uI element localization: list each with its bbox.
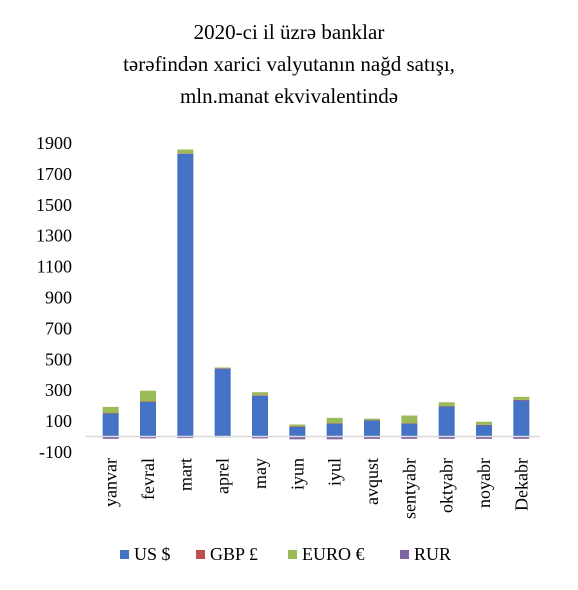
bar-segment	[252, 436, 268, 439]
y-tick-label: 900	[45, 288, 72, 308]
legend-label: EURO €	[302, 544, 365, 564]
x-tick-label: yanvar	[101, 458, 121, 507]
bar-segment	[476, 424, 492, 437]
bar-segment	[289, 426, 306, 437]
bar-segment	[401, 436, 418, 439]
bar-segment	[252, 392, 268, 396]
bar-segment	[326, 423, 343, 424]
chart-title: 2020-ci il üzrə banklar tərəfindən xaric…	[0, 16, 578, 112]
legend-label: GBP £	[210, 544, 258, 564]
bar-segment	[140, 436, 156, 439]
bar-segment	[513, 400, 530, 437]
x-tick-label: avqust	[362, 458, 382, 505]
bar-segment	[326, 423, 343, 437]
bar-segment	[364, 436, 380, 439]
bar-segment	[513, 399, 530, 401]
bar-segment	[177, 149, 194, 154]
chart-title-line-2: tərəfindən xarici valyutanın nağd satışı…	[123, 52, 455, 76]
bar-segment	[476, 436, 492, 439]
y-tick-label: 1700	[36, 164, 72, 184]
bar-segment	[289, 426, 306, 427]
bar-segment	[177, 436, 194, 439]
x-tick-label: iyul	[325, 458, 345, 486]
bar-segment	[364, 420, 380, 437]
bar-segment	[364, 420, 380, 421]
bar-segment	[140, 401, 156, 402]
bar-segment	[438, 406, 455, 407]
y-tick-label: 1500	[36, 195, 72, 215]
y-tick-label: -100	[39, 442, 72, 462]
legend-swatch	[288, 550, 297, 559]
bar-segment	[140, 401, 156, 437]
x-tick-label: sentyabr	[399, 458, 419, 519]
x-tick-label: Dekabr	[511, 458, 531, 511]
bar-segment	[102, 436, 119, 439]
bar-segment	[289, 436, 306, 440]
bar-segment	[140, 390, 156, 402]
bar-segment	[326, 436, 343, 440]
y-tick-label: 700	[45, 318, 72, 338]
y-tick-label: 100	[45, 411, 72, 431]
bar-segment	[438, 402, 455, 407]
chart-title-line-3: mln.manat ekvivalentində	[179, 84, 399, 108]
x-tick-label: oktyabr	[437, 458, 457, 513]
legend-label: RUR	[414, 544, 451, 564]
bar-segment	[252, 395, 268, 437]
bar-segment	[476, 424, 492, 426]
legend-swatch	[196, 550, 205, 559]
bar-segment	[364, 418, 380, 421]
y-tick-label: 1100	[37, 257, 72, 277]
bar-segment	[102, 406, 119, 414]
y-tick-label: 1300	[36, 226, 72, 246]
bar-segment	[214, 368, 231, 437]
bar-segment	[252, 395, 268, 396]
bar-segment	[177, 153, 194, 154]
legend-swatch	[400, 550, 409, 559]
chart-title-line-1: 2020-ci il üzrə banklar	[193, 20, 385, 44]
y-tick-label: 300	[45, 380, 72, 400]
legend-swatch	[120, 550, 129, 559]
bar-segment	[513, 396, 530, 400]
bar-segment	[289, 424, 306, 427]
x-tick-label: mart	[175, 458, 195, 491]
bar-segment	[438, 406, 455, 437]
x-tick-label: may	[250, 458, 270, 489]
x-tick-label: iyun	[287, 458, 307, 490]
bar-segment	[214, 368, 231, 369]
x-tick-label: aprel	[213, 458, 233, 494]
bar-segment	[401, 423, 418, 424]
bar-segment	[102, 413, 119, 414]
bar-segment	[102, 413, 119, 437]
x-tick-label: fevral	[138, 458, 158, 500]
bar-segment	[214, 367, 231, 369]
bar-segment	[326, 417, 343, 424]
bar-segment	[177, 153, 194, 437]
bar-segment	[401, 415, 418, 424]
bar-segment	[401, 423, 418, 437]
bar-segment	[438, 436, 455, 439]
legend-label: US $	[134, 544, 171, 564]
y-tick-label: 1900	[36, 133, 72, 153]
y-tick-label: 500	[45, 349, 72, 369]
x-tick-label: noyabr	[474, 458, 494, 508]
bar-segment	[476, 421, 492, 425]
bar-segment	[513, 436, 530, 439]
